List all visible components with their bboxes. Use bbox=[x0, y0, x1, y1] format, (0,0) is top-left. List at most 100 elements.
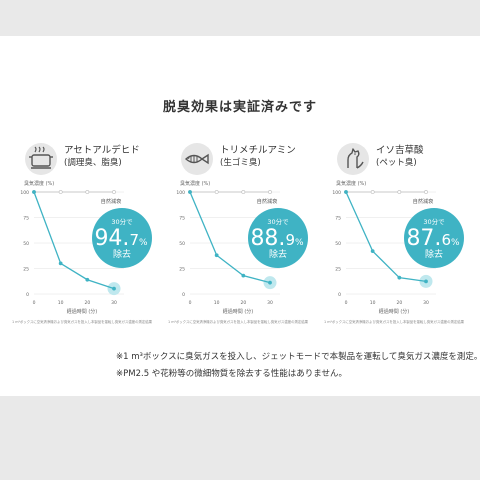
y-tick-label: 0 bbox=[26, 292, 29, 298]
deodorize-point bbox=[58, 261, 63, 266]
natural-decay-point bbox=[268, 190, 272, 194]
natural-decay-point bbox=[424, 190, 428, 194]
natural-decay-point bbox=[112, 190, 116, 194]
footnote-disclaimer: ※PM2.5 や花粉等の微細物質を除去する性能はありません。 bbox=[116, 369, 348, 379]
badge-percentage: 94.7% bbox=[94, 226, 148, 251]
chart: 臭気濃度 (%) 100 75 50 25 0 0 10 20 30 経過時間 (分) 自然減衰 30分… bbox=[324, 174, 474, 330]
removal-badge bbox=[248, 208, 308, 268]
deodorize-point bbox=[241, 273, 246, 278]
deodorize-point bbox=[370, 249, 375, 254]
chart: 臭気濃度 (%) 100 75 50 25 0 0 10 20 30 経過時間 (分) 自然減衰 30分… bbox=[12, 174, 162, 330]
deodorize-line bbox=[33, 191, 115, 290]
natural-decay-label: 自然減衰 bbox=[101, 197, 122, 205]
odor-type: (調理臭、脂臭) bbox=[64, 158, 122, 168]
natural-decay-point bbox=[370, 190, 375, 194]
badge-time-label: 30分で bbox=[267, 217, 289, 226]
cooking-pot-icon bbox=[25, 143, 57, 175]
deodorize-point bbox=[85, 277, 90, 282]
deodorize-point bbox=[214, 253, 219, 258]
natural-decay-label: 自然減衰 bbox=[413, 197, 434, 205]
x-axis-label: 経過時間 (分) bbox=[67, 308, 98, 315]
x-tick-label: 0 bbox=[33, 300, 36, 306]
deodorize-line bbox=[345, 191, 427, 282]
y-tick-label: 0 bbox=[182, 292, 185, 298]
badge-percentage: 87.6% bbox=[406, 226, 460, 251]
page-title: 脱臭効果は実証済みです bbox=[162, 100, 317, 115]
y-tick-label: 100 bbox=[332, 190, 341, 196]
deodorize-point bbox=[344, 190, 348, 194]
x-tick-label: 30 bbox=[111, 300, 117, 306]
footnotes: ※1 m³ボックスに臭気ガスを投入し、ジェットモードで本製品を運転して臭気ガス濃… bbox=[116, 349, 480, 383]
x-tick-label: 0 bbox=[345, 300, 348, 306]
line-chart: 臭気濃度 (%) 100 75 50 25 00 10 20 30 経過時間 (分) 自然減衰 30分… bbox=[20, 180, 152, 315]
dog-icon bbox=[337, 143, 369, 175]
x-tick-label: 30 bbox=[423, 300, 429, 306]
panel-trimethylamine: トリメチルアミン (生ゴミ臭) 臭気濃度 (%) 100 75 50 25 0 0 10 20 3… bbox=[168, 140, 318, 330]
deodorize-point bbox=[397, 275, 402, 280]
gas-name: アセトアルデヒド bbox=[64, 145, 140, 156]
deodorize-line bbox=[189, 191, 271, 284]
natural-decay-label: 自然減衰 bbox=[257, 197, 278, 205]
y-tick-label: 100 bbox=[176, 190, 185, 196]
x-tick-label: 30 bbox=[267, 300, 273, 306]
badge-time-label: 30分で bbox=[111, 217, 133, 226]
fish-icon bbox=[181, 143, 213, 175]
badge-time-label: 30分で bbox=[423, 217, 445, 226]
badge-percentage: 88.9% bbox=[250, 226, 304, 251]
y-tick-label: 50 bbox=[23, 241, 29, 247]
y-tick-label: 50 bbox=[179, 241, 185, 247]
panel-header: アセトアルデヒド (調理臭、脂臭) bbox=[12, 140, 162, 176]
y-tick-label: 25 bbox=[179, 267, 185, 273]
natural-decay-point bbox=[58, 190, 63, 194]
y-tick-label: 25 bbox=[335, 267, 341, 273]
gas-name: トリメチルアミン bbox=[220, 145, 296, 156]
x-tick-label: 10 bbox=[58, 300, 64, 306]
odor-type: (ペット臭) bbox=[376, 158, 417, 168]
y-tick-label: 75 bbox=[335, 216, 341, 222]
y-axis-label: 臭気濃度 (%) bbox=[336, 180, 366, 187]
badge-removal-label: 除去 bbox=[269, 248, 287, 260]
deodorize-point bbox=[112, 286, 116, 291]
natural-decay-point bbox=[397, 190, 402, 194]
test-note: 1 m³ボックスに空気清浄機および臭気ガスを投入し本製品を運転し臭気ガス濃度の測… bbox=[168, 320, 309, 324]
y-axis-label: 臭気濃度 (%) bbox=[24, 180, 54, 187]
odor-type: (生ゴミ臭) bbox=[220, 158, 261, 168]
content-band bbox=[0, 36, 480, 396]
natural-decay-point bbox=[241, 190, 246, 194]
test-note: 1 m³ボックスに空気清浄機および臭気ガスを投入し本製品を運転し臭気ガス濃度の測… bbox=[324, 320, 465, 324]
x-tick-label: 20 bbox=[240, 300, 246, 306]
x-tick-label: 20 bbox=[84, 300, 90, 306]
x-axis-label: 経過時間 (分) bbox=[223, 308, 254, 315]
panel-isovaleric-acid: イソ吉草酸 (ペット臭) 臭気濃度 (%) 100 75 50 25 0 0 10 20 30 経過… bbox=[324, 140, 474, 330]
removal-badge bbox=[404, 208, 464, 268]
panel-header: トリメチルアミン (生ゴミ臭) bbox=[168, 140, 318, 176]
test-note: 1 m³ボックスに空気清浄機および臭気ガスを投入し本製品を運転し臭気ガス濃度の測… bbox=[12, 320, 153, 324]
natural-decay-point bbox=[214, 190, 219, 194]
panel-acetaldehyde: アセトアルデヒド (調理臭、脂臭) 臭気濃度 (%) 100 75 50 25 0 0 10 2… bbox=[12, 140, 162, 330]
deodorize-point bbox=[268, 280, 272, 285]
x-tick-label: 10 bbox=[370, 300, 376, 306]
x-tick-label: 0 bbox=[189, 300, 192, 306]
line-chart: 臭気濃度 (%) 100 75 50 25 00 10 20 30 経過時間 (分) 自然減衰 30分… bbox=[332, 180, 464, 315]
gas-name: イソ吉草酸 bbox=[376, 145, 424, 156]
natural-decay-point bbox=[85, 190, 90, 194]
chart: 臭気濃度 (%) 100 75 50 25 0 0 10 20 30 経過時間 (分) 自然減衰 30分… bbox=[168, 174, 318, 330]
badge-removal-label: 除去 bbox=[113, 248, 131, 260]
x-tick-label: 10 bbox=[214, 300, 220, 306]
x-axis-label: 経過時間 (分) bbox=[379, 308, 410, 315]
x-tick-label: 20 bbox=[396, 300, 402, 306]
footnote-test-condition: ※1 m³ボックスに臭気ガスを投入し、ジェットモードで本製品を運転して臭気ガス濃… bbox=[116, 352, 480, 362]
badge-removal-label: 除去 bbox=[425, 248, 443, 260]
y-tick-label: 0 bbox=[338, 292, 341, 298]
deodorize-point bbox=[188, 190, 192, 194]
y-tick-label: 50 bbox=[335, 241, 341, 247]
panel-header: イソ吉草酸 (ペット臭) bbox=[324, 140, 474, 176]
line-chart: 臭気濃度 (%) 100 75 50 25 00 10 20 30 経過時間 (分) 自然減衰 30分… bbox=[176, 180, 308, 315]
y-axis-label: 臭気濃度 (%) bbox=[180, 180, 210, 187]
y-tick-label: 75 bbox=[179, 216, 185, 222]
deodorize-point bbox=[424, 279, 428, 284]
deodorize-point bbox=[32, 190, 36, 194]
y-tick-label: 75 bbox=[23, 216, 29, 222]
y-tick-label: 25 bbox=[23, 267, 29, 273]
removal-badge bbox=[92, 208, 152, 268]
